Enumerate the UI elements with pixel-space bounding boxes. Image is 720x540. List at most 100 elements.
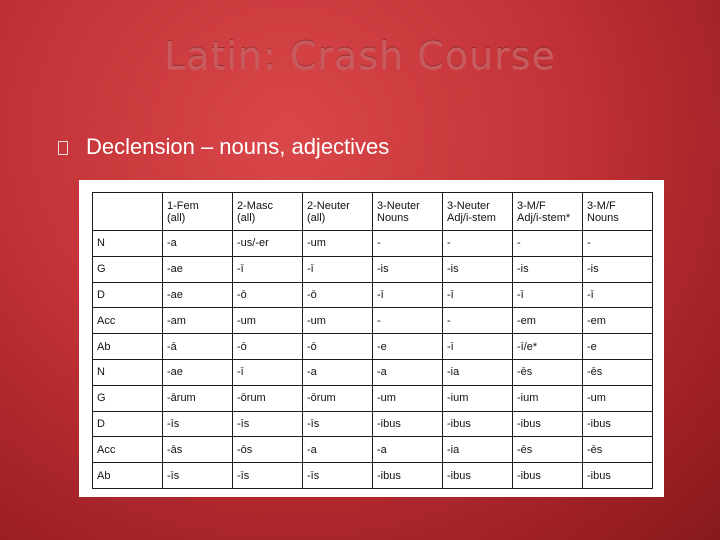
table-row: D -īs -īs -īs -ibus -ibus -ibus -ibus bbox=[92, 410, 653, 438]
ending-cell: -ēs bbox=[582, 436, 653, 464]
case-label-cell: G bbox=[92, 384, 163, 412]
ending-cell: -is bbox=[442, 255, 513, 283]
ending-cell: -is bbox=[512, 255, 583, 283]
ending-cell: -ōrum bbox=[302, 384, 373, 412]
header-line-2: Nouns bbox=[377, 211, 409, 224]
table-row: N -ae -ī -a -a -ia -ēs -ēs bbox=[92, 358, 653, 386]
ending-cell: - bbox=[372, 230, 443, 257]
case-label-cell: G bbox=[92, 255, 163, 283]
header-cell: 3-Neuter Adj/i-stem bbox=[442, 192, 513, 231]
case-label-cell: Acc bbox=[92, 307, 163, 335]
ending-cell: -um bbox=[302, 307, 373, 335]
ending-cell: -ī bbox=[442, 333, 513, 360]
ending-cell: -um bbox=[582, 384, 653, 412]
bullet-text: Declension – nouns, adjectives bbox=[86, 134, 390, 159]
ending-cell: -ās bbox=[162, 436, 233, 464]
case-label-cell: Ab bbox=[92, 462, 163, 489]
ending-cell: -ia bbox=[442, 358, 513, 386]
header-line-2: (all) bbox=[237, 211, 256, 224]
ending-cell: -ēs bbox=[512, 358, 583, 386]
ending-cell: -a bbox=[372, 436, 443, 464]
ending-cell: -īs bbox=[232, 410, 303, 438]
table-row: Acc -ās -ōs -a -a -ia -ēs -ēs bbox=[92, 436, 653, 464]
header-cell: 2-Neuter (all) bbox=[302, 192, 373, 231]
header-cell: 2-Masc (all) bbox=[232, 192, 303, 231]
ending-cell: -ī bbox=[232, 255, 303, 283]
ending-cell: -ibus bbox=[582, 410, 653, 438]
header-line-1: 3-Neuter bbox=[447, 199, 490, 212]
ending-cell: -a bbox=[162, 230, 233, 257]
ending-cell: -ēs bbox=[512, 436, 583, 464]
table-row: N -a -us/-er -um - - - - bbox=[92, 230, 653, 257]
bullet-box-icon bbox=[58, 141, 68, 155]
ending-cell: -ō bbox=[232, 333, 303, 360]
table-header-row: 1-Fem (all) 2-Masc (all) 2-Neuter (all) 3-Neut… bbox=[92, 192, 653, 231]
ending-cell: -ibus bbox=[582, 462, 653, 489]
ending-cell: -us/-er bbox=[232, 230, 303, 257]
header-line-1: 3-M/F bbox=[587, 199, 616, 212]
header-cell: 3-Neuter Nouns bbox=[372, 192, 443, 231]
case-label-cell: D bbox=[92, 281, 163, 309]
table-row: Acc -am -um -um - - -em -em bbox=[92, 307, 653, 335]
declension-table-image: 1-Fem (all) 2-Masc (all) 2-Neuter (all) 3-Neut… bbox=[79, 180, 664, 497]
ending-cell: -īs bbox=[302, 410, 373, 438]
ending-cell: - bbox=[582, 230, 653, 257]
table-row: D -ae -ō -ō -ī -ī -ī -ī bbox=[92, 281, 653, 309]
header-cell: 3-M/F Nouns bbox=[582, 192, 653, 231]
ending-cell: -ōs bbox=[232, 436, 303, 464]
ending-cell: -ibus bbox=[512, 462, 583, 489]
ending-cell: -ae bbox=[162, 358, 233, 386]
ending-cell: -ō bbox=[302, 281, 373, 309]
table-row: Ab -īs -īs -īs -ibus -ibus -ibus -ibus bbox=[92, 462, 653, 489]
ending-cell: -ae bbox=[162, 255, 233, 283]
ending-cell: -ī bbox=[442, 281, 513, 309]
ending-cell: -um bbox=[232, 307, 303, 335]
case-label-cell: Ab bbox=[92, 333, 163, 360]
table-row: G -ae -ī -ī -is -is -is -is bbox=[92, 255, 653, 283]
ending-cell: -ibus bbox=[372, 462, 443, 489]
ending-cell: -ā bbox=[162, 333, 233, 360]
ending-cell: -ia bbox=[442, 436, 513, 464]
ending-cell: -īs bbox=[162, 462, 233, 489]
ending-cell: -a bbox=[302, 436, 373, 464]
header-cell: 1-Fem (all) bbox=[162, 192, 233, 231]
ending-cell: -ī bbox=[232, 358, 303, 386]
ending-cell: -ī bbox=[302, 255, 373, 283]
ending-cell: -ium bbox=[442, 384, 513, 412]
declension-table: 1-Fem (all) 2-Masc (all) 2-Neuter (all) 3-Neut… bbox=[92, 192, 653, 489]
ending-cell: -is bbox=[582, 255, 653, 283]
ending-cell: -ōrum bbox=[232, 384, 303, 412]
ending-cell: -um bbox=[372, 384, 443, 412]
ending-cell: -ī/e* bbox=[512, 333, 583, 360]
ending-cell: - bbox=[372, 307, 443, 335]
ending-cell: -īs bbox=[162, 410, 233, 438]
ending-cell: -um bbox=[302, 230, 373, 257]
header-line-1: 1-Fem bbox=[167, 199, 199, 212]
ending-cell: - bbox=[512, 230, 583, 257]
table-row: Ab -ā -ō -ō -e -ī -ī/e* -e bbox=[92, 333, 653, 360]
case-label-cell: Acc bbox=[92, 436, 163, 464]
header-line-2: (all) bbox=[167, 211, 186, 224]
case-label-cell: D bbox=[92, 410, 163, 438]
case-label-cell: N bbox=[92, 230, 163, 257]
header-line-2: Adj/i-stem bbox=[447, 211, 496, 224]
ending-cell: -ī bbox=[512, 281, 583, 309]
ending-cell: -ō bbox=[232, 281, 303, 309]
ending-cell: -a bbox=[372, 358, 443, 386]
ending-cell: -e bbox=[372, 333, 443, 360]
ending-cell: - bbox=[442, 307, 513, 335]
header-cell: 3-M/F Adj/i-stem* bbox=[512, 192, 583, 231]
header-line-2: Adj/i-stem* bbox=[517, 211, 571, 224]
slide-title: Latin: Crash Course bbox=[164, 34, 556, 78]
ending-cell: -ī bbox=[582, 281, 653, 309]
case-label-cell: N bbox=[92, 358, 163, 386]
header-cell bbox=[92, 192, 163, 231]
header-line-2: (all) bbox=[307, 211, 326, 224]
ending-cell: -īs bbox=[302, 462, 373, 489]
header-line-1: 2-Masc bbox=[237, 199, 274, 212]
header-line-1: 3-Neuter bbox=[377, 199, 420, 212]
ending-cell: -īs bbox=[232, 462, 303, 489]
ending-cell: -ibus bbox=[442, 462, 513, 489]
header-line-2: Nouns bbox=[587, 211, 619, 224]
ending-cell: -em bbox=[512, 307, 583, 335]
